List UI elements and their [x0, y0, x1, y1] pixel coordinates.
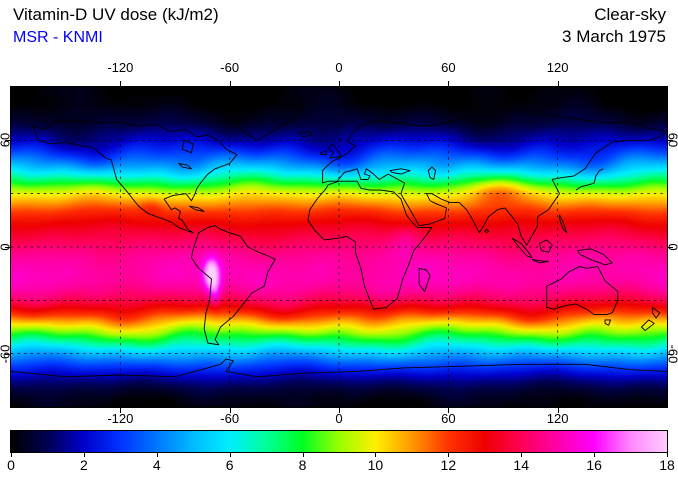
coast-greenland [229, 99, 304, 141]
map-overlay [11, 87, 667, 407]
lon-tick-label: 0 [335, 411, 343, 426]
coast-japan [575, 168, 604, 191]
colorbar-tick-label: 16 [586, 457, 602, 473]
axis-tick [5, 354, 10, 355]
coast-cuba [189, 205, 205, 212]
coast-sumatra [511, 237, 533, 259]
lon-tick-label: -60 [220, 411, 240, 426]
coast-north-america [32, 120, 238, 234]
colorbar-tick-label: 18 [659, 457, 675, 473]
colorbar [10, 430, 668, 453]
axis-tick [448, 453, 449, 457]
coast-sri-lanka [484, 228, 489, 234]
coast-antarctica [11, 358, 667, 378]
axis-tick [5, 247, 10, 248]
graticule [11, 87, 667, 407]
axis-tick [558, 81, 559, 86]
coast-new-zealand-north [651, 307, 661, 319]
coast-tasmania [604, 319, 611, 326]
colorbar-tick-label: 0 [7, 457, 15, 473]
axis-tick [5, 140, 10, 141]
axis-tick [339, 81, 340, 86]
axis-tick [558, 408, 559, 413]
axis-tick [594, 453, 595, 457]
colorbar-tick-label: 12 [440, 457, 457, 473]
lon-axis-bottom: -120 -60 0 60 120 [11, 411, 667, 427]
axis-tick [668, 140, 673, 141]
coast-borneo [538, 239, 553, 253]
axis-tick [667, 453, 668, 457]
axis-tick [84, 453, 85, 457]
coast-hudson-bay [181, 139, 194, 154]
lon-tick-label: 60 [441, 60, 456, 75]
axis-tick [339, 408, 340, 413]
coast-new-guinea [577, 248, 613, 266]
axis-tick [521, 453, 522, 457]
coast-great-lakes [178, 163, 192, 170]
colorbar-tick-label: 6 [225, 457, 234, 473]
coast-madagascar [418, 267, 431, 292]
axis-tick [120, 408, 121, 413]
lon-tick-label: 120 [546, 60, 569, 75]
lon-tick-label: -60 [220, 60, 240, 75]
axis-tick [11, 453, 12, 457]
coast-black-sea [389, 168, 411, 175]
axis-tick [230, 453, 231, 457]
axis-tick [448, 408, 449, 413]
coast-britain [327, 143, 342, 159]
colorbar-tick-label: 4 [152, 457, 161, 473]
colorbar-tick-label: 10 [367, 457, 384, 473]
coast-new-zealand-south [641, 319, 655, 331]
lon-axis-top: -120 -60 0 60 120 [11, 60, 667, 76]
chart-title: Vitamin-D UV dose (kJ/m2) [13, 5, 219, 24]
axis-tick [230, 81, 231, 86]
axis-tick [668, 354, 673, 355]
coast-iceland [298, 131, 313, 138]
coast-java [531, 259, 550, 264]
coast-caspian-sea [427, 166, 437, 180]
coast-australia [546, 266, 619, 315]
date-label: 3 March 1975 [562, 27, 666, 46]
colorbar-tick-label: 8 [298, 457, 307, 473]
axis-tick [230, 408, 231, 413]
coast-south-america [190, 225, 276, 346]
lon-tick-label: 0 [335, 60, 343, 75]
coast-africa [307, 180, 433, 310]
lon-tick-label: 60 [441, 411, 456, 426]
colorbar-tick-label: 14 [513, 457, 530, 473]
map-panel [10, 86, 668, 408]
coast-philippines [559, 214, 568, 234]
lon-tick-label: -120 [107, 60, 134, 75]
lon-tick-label: 120 [546, 411, 569, 426]
axis-tick [668, 247, 673, 248]
condition-label: Clear-sky [594, 5, 666, 24]
axis-tick [303, 453, 304, 457]
coastlines [11, 99, 667, 378]
source-label: MSR - KNMI [13, 29, 103, 46]
axis-tick [375, 453, 376, 457]
axis-tick [448, 81, 449, 86]
coast-ireland [320, 150, 327, 155]
coast-eurasia [322, 109, 667, 246]
axis-tick [120, 81, 121, 86]
axis-tick [157, 453, 158, 457]
lon-tick-label: -120 [107, 411, 134, 426]
colorbar-tick-label: 2 [79, 457, 88, 473]
